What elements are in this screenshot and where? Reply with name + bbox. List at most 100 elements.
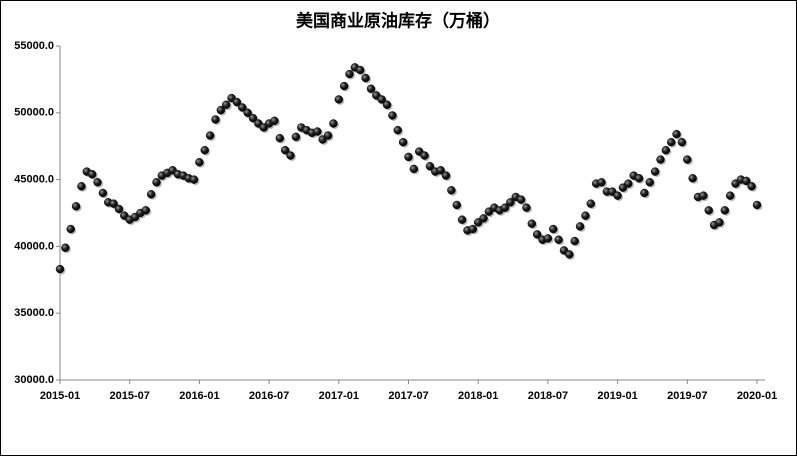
marker (457, 215, 467, 224)
marker (586, 199, 596, 208)
marker (334, 95, 344, 104)
marker (516, 195, 526, 204)
y-tick-label: 50000.0 (14, 107, 54, 119)
y-tick-label: 40000.0 (14, 240, 54, 252)
marker (377, 95, 386, 104)
y-tick-label: 45000.0 (14, 174, 54, 186)
marker (275, 133, 285, 143)
marker (720, 206, 730, 215)
marker (683, 155, 692, 164)
marker (313, 127, 322, 136)
marker (355, 65, 365, 75)
y-tick-label: 30000.0 (14, 374, 54, 386)
marker (211, 115, 220, 124)
marker (581, 211, 590, 220)
marker (656, 155, 665, 164)
marker (243, 108, 252, 118)
marker (479, 214, 488, 223)
marker (436, 165, 445, 175)
marker (468, 224, 478, 234)
marker (141, 206, 151, 215)
marker (672, 129, 681, 139)
marker (323, 131, 333, 140)
marker (404, 152, 413, 162)
marker (747, 182, 756, 191)
marker (704, 206, 713, 215)
x-tick-label: 2019-01 (597, 390, 637, 402)
marker (291, 132, 301, 142)
marker (613, 191, 622, 200)
marker (221, 100, 231, 110)
marker (339, 81, 349, 91)
marker (382, 100, 392, 110)
marker (677, 137, 687, 147)
marker (452, 200, 462, 210)
marker (634, 174, 644, 183)
marker (361, 73, 370, 83)
marker (420, 151, 429, 160)
marker (114, 204, 124, 214)
marker (570, 236, 579, 246)
marker (699, 191, 708, 200)
marker (575, 222, 585, 231)
marker (109, 199, 118, 208)
marker (752, 200, 762, 210)
marker (366, 84, 376, 94)
marker (725, 191, 735, 200)
marker (554, 235, 563, 244)
marker (345, 69, 354, 79)
marker (398, 137, 408, 147)
x-tick-label: 2020-01 (737, 390, 777, 402)
marker (447, 186, 456, 195)
marker (393, 125, 403, 135)
marker (71, 202, 81, 211)
marker (270, 116, 279, 126)
marker (87, 170, 97, 179)
marker (152, 178, 161, 187)
marker (200, 145, 210, 155)
marker (280, 145, 290, 155)
marker (238, 103, 247, 112)
marker (409, 164, 419, 174)
chart-title: 美国商业原油库存（万桶） (296, 11, 500, 32)
marker (98, 188, 108, 198)
marker (549, 224, 558, 234)
marker (666, 137, 676, 147)
marker (93, 178, 102, 187)
marker (55, 264, 65, 274)
marker (742, 176, 751, 186)
marker (543, 234, 553, 243)
marker (506, 198, 515, 207)
marker (565, 250, 574, 259)
marker (425, 161, 435, 171)
marker (388, 111, 397, 120)
x-tick-label: 2016-07 (249, 390, 289, 402)
marker (688, 174, 697, 183)
y-tick-label: 35000.0 (14, 307, 54, 319)
marker (189, 175, 199, 184)
marker (195, 157, 204, 167)
x-tick-label: 2018-01 (458, 390, 498, 402)
marker (61, 243, 70, 252)
x-tick-label: 2015-01 (40, 390, 80, 402)
x-tick-label: 2017-07 (388, 390, 428, 402)
marker (661, 145, 671, 155)
y-tick-label: 55000.0 (14, 40, 54, 52)
marker (205, 131, 215, 140)
x-tick-label: 2017-01 (319, 390, 359, 402)
marker (329, 119, 338, 128)
marker (66, 224, 75, 234)
marker (532, 230, 542, 239)
marker (286, 151, 295, 160)
marker (146, 190, 156, 199)
x-tick-label: 2015-07 (110, 390, 150, 402)
marker (232, 97, 242, 107)
marker (527, 219, 537, 228)
marker (441, 171, 451, 180)
marker (645, 178, 655, 187)
marker (522, 203, 531, 212)
marker (216, 105, 226, 115)
marker (640, 188, 649, 198)
